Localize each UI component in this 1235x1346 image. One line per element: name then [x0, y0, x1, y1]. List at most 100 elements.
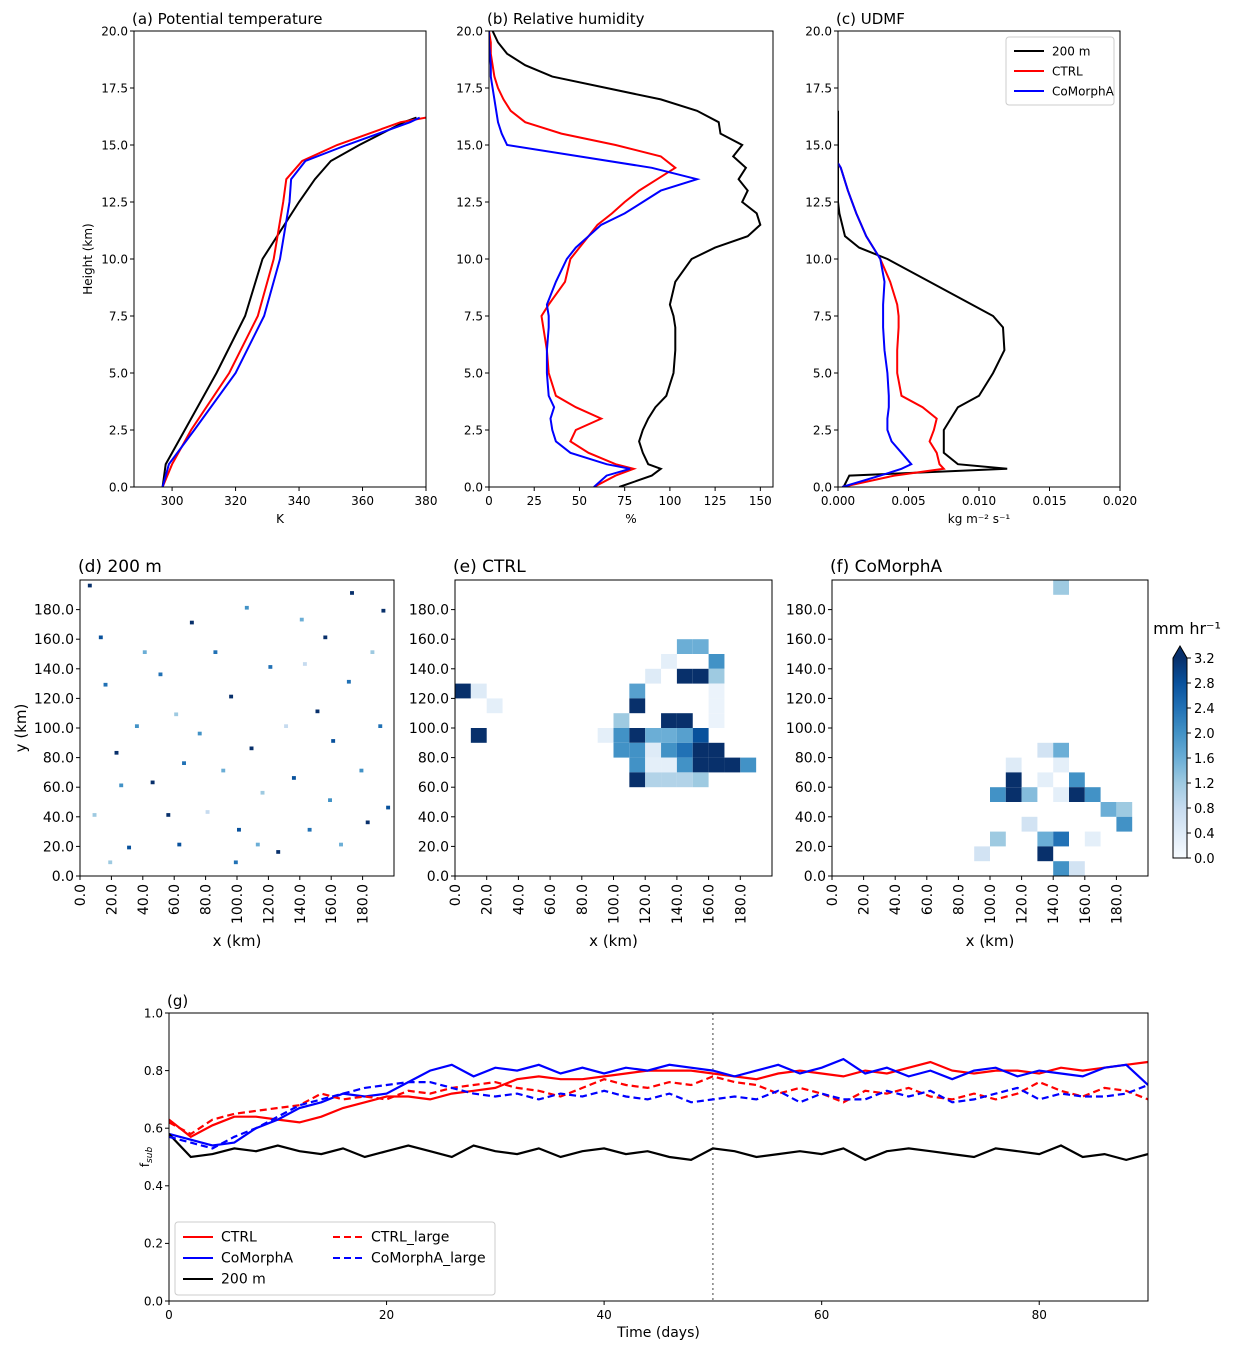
y-tick-label: 2.5 [109, 423, 128, 437]
precip-cell [108, 860, 113, 865]
y-tick-label: 80.0 [795, 751, 826, 767]
precip-cell [331, 739, 336, 743]
precip-cell [189, 620, 194, 625]
precip-cell [268, 665, 273, 669]
panel-title: (g) [167, 992, 188, 1010]
precip-cell [1053, 861, 1069, 876]
precip-cell [708, 654, 725, 669]
precip-cell [323, 635, 328, 640]
precip-cell [661, 728, 677, 743]
x-tick-label: 60.0 [920, 884, 936, 915]
legend-label: CoMorphA [221, 1251, 294, 1267]
y-tick-label: 0.0 [109, 480, 128, 494]
y-tick-label: 15.0 [805, 138, 832, 152]
x-tick-label: 0.010 [962, 494, 996, 508]
plot-area [161, 116, 426, 487]
profile-line [838, 110, 1008, 487]
profile-line [161, 116, 421, 487]
panel-title: (f) CoMorphA [830, 557, 943, 577]
precip-cell [974, 846, 990, 862]
precip-cell [629, 728, 646, 743]
y-axis-label-main: y (km) [12, 704, 30, 753]
y-axis-label-sub: sub [145, 1147, 155, 1163]
colorbar-tick-label: 2.4 [1194, 702, 1215, 717]
legend-label: CTRL [1052, 65, 1083, 79]
precip-cell [205, 810, 210, 814]
precip-cell [158, 672, 163, 677]
profile-line [161, 116, 426, 487]
precip-cell [1053, 742, 1069, 758]
precip-cell [339, 842, 343, 847]
precip-cell [1037, 742, 1054, 758]
x-tick-label: 120.0 [638, 884, 654, 924]
precip-cell [1021, 787, 1038, 802]
x-tick-label: 300 [161, 494, 184, 508]
precip-cell [676, 728, 693, 743]
precip-cell [87, 583, 92, 588]
precip-cell [692, 772, 709, 788]
precip-cell [291, 776, 296, 780]
precip-cell [365, 820, 370, 825]
precip-cell [1084, 787, 1101, 802]
x-tick-label: 160.0 [1078, 884, 1094, 924]
x-tick-label: 360 [351, 494, 374, 508]
precip-cell [661, 772, 677, 788]
x-tick-label: 0.0 [825, 884, 841, 906]
series-line [169, 1081, 1148, 1150]
x-tick-label: 60.0 [543, 884, 559, 915]
precip-cell [1037, 772, 1054, 788]
precip-cell [1021, 816, 1038, 832]
x-tick-label: 150 [749, 494, 772, 508]
x-tick-label: 100.0 [607, 884, 623, 924]
x-tick-label: 140.0 [670, 884, 686, 924]
precip-cell [676, 639, 693, 654]
precip-cell [645, 772, 662, 788]
x-axis-label: % [625, 512, 636, 526]
y-axis-label: Height (km) [81, 223, 95, 294]
plot-area [838, 110, 1008, 487]
precip-cell [645, 728, 662, 743]
x-tick-label: 0.0 [73, 884, 89, 906]
colorbar-tick-label: 1.6 [1194, 752, 1215, 767]
panel-title: (a) Potential temperature [132, 10, 322, 28]
x-axis-label: x (km) [213, 932, 262, 950]
precip-cell [661, 742, 677, 758]
x-axis-label: x (km) [589, 932, 638, 950]
precip-cell [692, 728, 709, 743]
x-tick-label: 180.0 [356, 884, 372, 924]
y-tick-label: 120.0 [409, 691, 449, 707]
x-tick-label: 140.0 [1046, 884, 1062, 924]
x-tick-label: 20 [379, 1308, 394, 1322]
x-axis-label: x (km) [966, 932, 1015, 950]
precip-cell [221, 768, 226, 773]
y-tick-label: 17.5 [456, 81, 483, 95]
x-tick-label: 0.000 [821, 494, 855, 508]
y-tick-label: 7.5 [464, 309, 483, 323]
precip-cell [1053, 580, 1069, 595]
y-tick-label: 2.5 [464, 423, 483, 437]
precip-cell [692, 757, 709, 773]
x-tick-label: 125 [704, 494, 727, 508]
y-tick-label: 0.6 [144, 1122, 163, 1136]
precip-cell [708, 713, 725, 728]
precip-cell [676, 713, 693, 728]
precip-cell [676, 668, 693, 684]
y-tick-label: 0.2 [144, 1237, 163, 1251]
precip-cell [150, 780, 155, 785]
profile-line [161, 116, 417, 487]
precip-cell [676, 772, 693, 788]
colorbar-tick-label: 1.2 [1194, 777, 1215, 792]
x-tick-label: 100.0 [230, 884, 246, 924]
y-tick-label: 5.0 [813, 366, 832, 380]
y-tick-label: 120.0 [34, 691, 74, 707]
x-tick-label: 340 [288, 494, 311, 508]
colorbar [1173, 658, 1187, 858]
colorbar-tick-label: 0.4 [1194, 827, 1215, 842]
y-tick-label: 140.0 [34, 662, 74, 678]
precip-cell [645, 742, 662, 758]
y-tick-label: 180.0 [34, 603, 74, 619]
precip-cell [119, 783, 124, 788]
plot-area [169, 1013, 1148, 1301]
y-tick-label: 5.0 [464, 366, 483, 380]
precip-cell [134, 724, 139, 728]
